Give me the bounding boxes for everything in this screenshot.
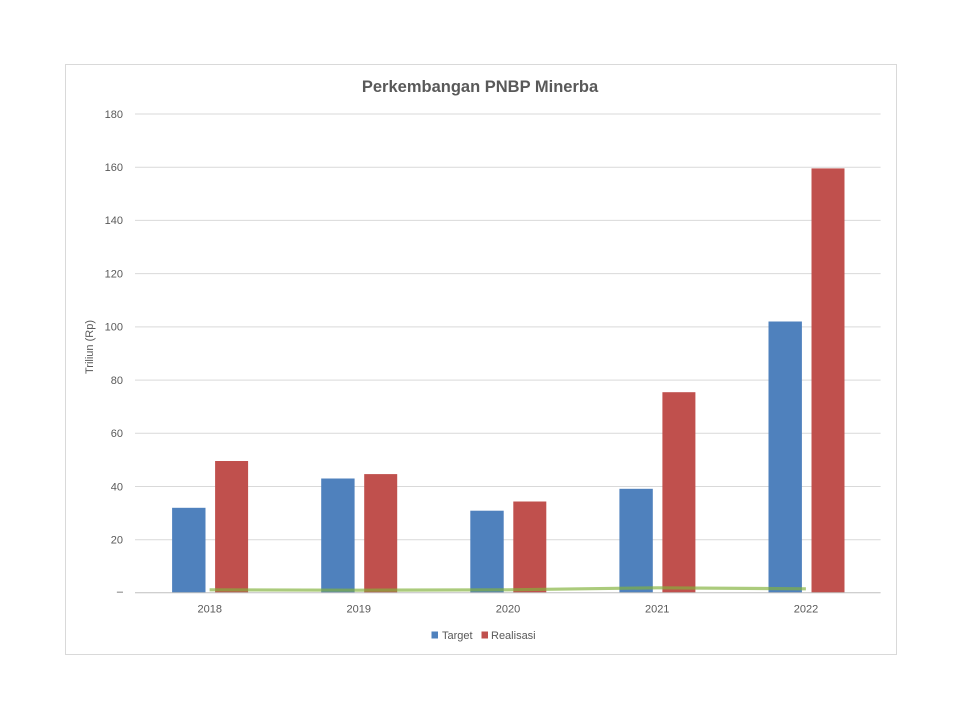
svg-text:2021: 2021 — [645, 604, 669, 616]
svg-text:20: 20 — [111, 535, 123, 547]
svg-text:180: 180 — [105, 109, 123, 121]
svg-text:120: 120 — [105, 268, 123, 280]
svg-text:2022: 2022 — [794, 604, 818, 616]
svg-text:60: 60 — [111, 428, 123, 440]
svg-text:Perkembangan PNBP Minerba: Perkembangan PNBP Minerba — [362, 78, 599, 96]
svg-text:2020: 2020 — [496, 604, 520, 616]
svg-text:Target: Target — [442, 630, 473, 642]
svg-text:Triliun (Rp): Triliun (Rp) — [84, 320, 96, 374]
svg-text:100: 100 — [105, 322, 123, 334]
svg-text:2019: 2019 — [347, 604, 371, 616]
svg-text:Realisasi: Realisasi — [491, 630, 536, 642]
svg-text:140: 140 — [105, 215, 123, 227]
svg-text:160: 160 — [105, 162, 123, 174]
svg-text:40: 40 — [111, 481, 123, 493]
svg-text:–: – — [117, 586, 124, 598]
svg-text:80: 80 — [111, 375, 123, 387]
svg-text:2018: 2018 — [198, 604, 222, 616]
